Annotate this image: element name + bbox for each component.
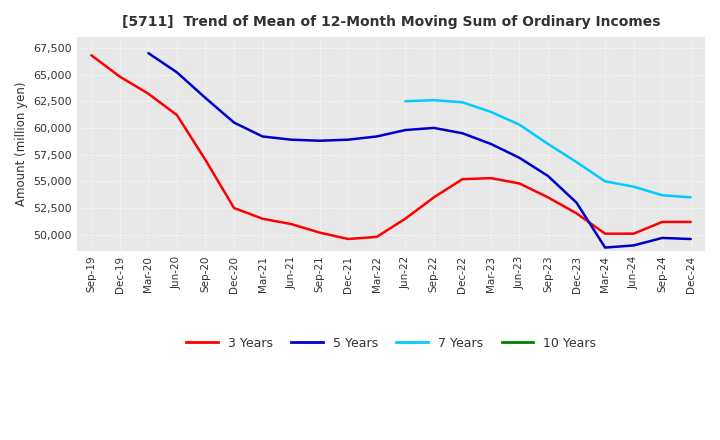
3 Years: [572, 211, 581, 216]
5 Years: [372, 134, 381, 139]
5 Years: [344, 137, 353, 142]
5 Years: [458, 131, 467, 136]
Legend: 3 Years, 5 Years, 7 Years, 10 Years: 3 Years, 5 Years, 7 Years, 10 Years: [181, 332, 600, 355]
3 Years: [258, 216, 267, 221]
7 Years: [686, 195, 695, 200]
Line: 7 Years: 7 Years: [405, 100, 690, 198]
3 Years: [315, 230, 324, 235]
5 Years: [201, 95, 210, 101]
3 Years: [87, 53, 96, 58]
5 Years: [315, 138, 324, 143]
Title: [5711]  Trend of Mean of 12-Month Moving Sum of Ordinary Incomes: [5711] Trend of Mean of 12-Month Moving …: [122, 15, 660, 29]
5 Years: [572, 200, 581, 205]
5 Years: [629, 243, 638, 248]
3 Years: [230, 205, 238, 211]
3 Years: [430, 195, 438, 200]
5 Years: [600, 245, 609, 250]
3 Years: [658, 219, 667, 224]
7 Years: [572, 159, 581, 165]
5 Years: [230, 120, 238, 125]
5 Years: [658, 235, 667, 241]
5 Years: [686, 236, 695, 242]
3 Years: [686, 219, 695, 224]
3 Years: [287, 221, 295, 227]
5 Years: [173, 70, 181, 75]
7 Years: [487, 109, 495, 114]
3 Years: [173, 113, 181, 118]
5 Years: [487, 141, 495, 147]
7 Years: [458, 99, 467, 105]
3 Years: [629, 231, 638, 236]
3 Years: [144, 91, 153, 96]
3 Years: [515, 181, 523, 186]
5 Years: [401, 128, 410, 133]
3 Years: [600, 231, 609, 236]
3 Years: [487, 176, 495, 181]
7 Years: [544, 141, 552, 147]
7 Years: [629, 184, 638, 189]
5 Years: [515, 155, 523, 161]
7 Years: [600, 179, 609, 184]
5 Years: [144, 51, 153, 56]
7 Years: [515, 122, 523, 127]
7 Years: [430, 98, 438, 103]
3 Years: [372, 234, 381, 239]
5 Years: [258, 134, 267, 139]
7 Years: [401, 99, 410, 104]
3 Years: [458, 176, 467, 182]
3 Years: [115, 74, 124, 79]
3 Years: [201, 158, 210, 163]
5 Years: [430, 125, 438, 131]
Y-axis label: Amount (million yen): Amount (million yen): [15, 82, 28, 206]
7 Years: [658, 193, 667, 198]
Line: 5 Years: 5 Years: [148, 53, 690, 248]
3 Years: [344, 236, 353, 242]
3 Years: [401, 216, 410, 221]
3 Years: [544, 195, 552, 200]
5 Years: [287, 137, 295, 142]
Line: 3 Years: 3 Years: [91, 55, 690, 239]
5 Years: [544, 173, 552, 179]
